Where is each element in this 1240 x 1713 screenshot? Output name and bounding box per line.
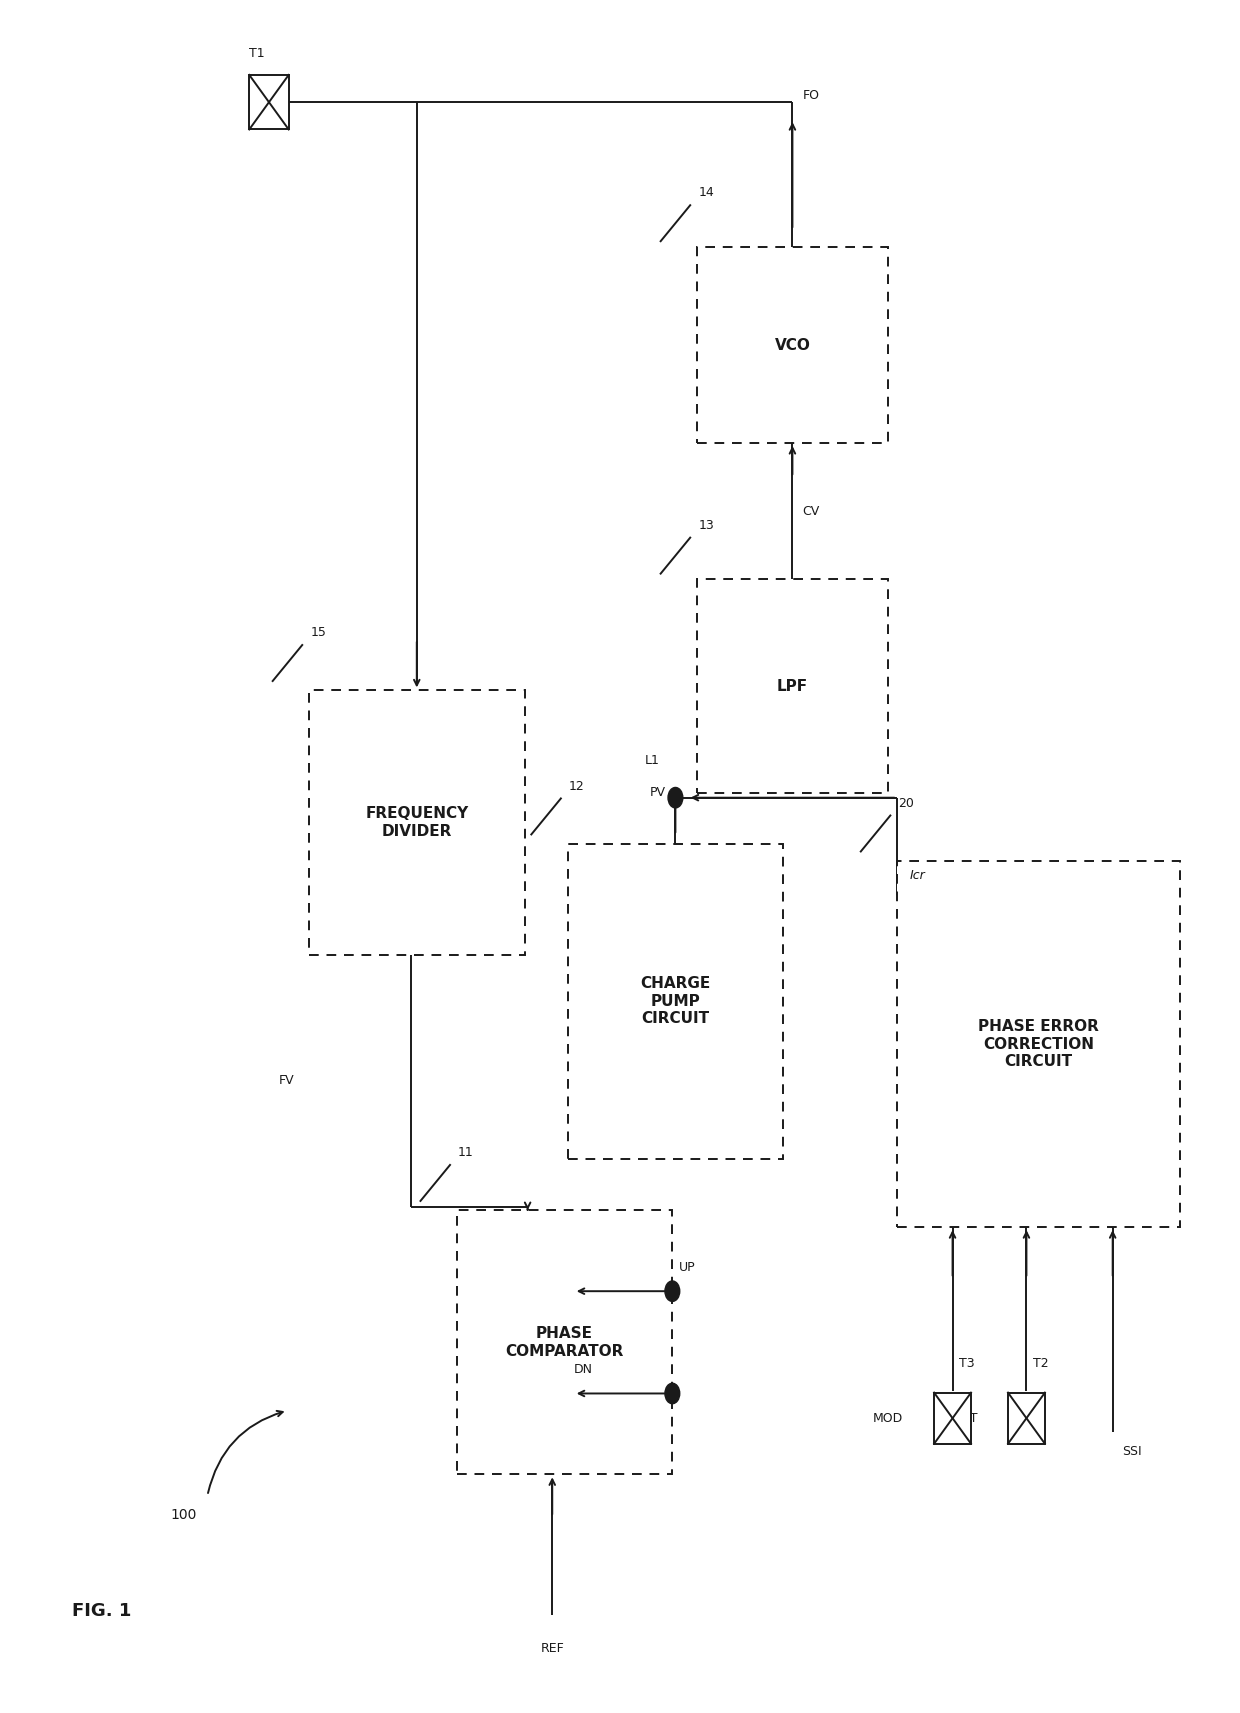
Text: T2: T2 xyxy=(1033,1357,1048,1370)
Circle shape xyxy=(665,1281,680,1302)
Text: PV: PV xyxy=(650,786,666,798)
Text: 11: 11 xyxy=(458,1146,474,1160)
Text: MOD: MOD xyxy=(873,1412,903,1425)
Text: DN: DN xyxy=(574,1364,593,1377)
FancyBboxPatch shape xyxy=(309,690,525,954)
FancyBboxPatch shape xyxy=(456,1209,672,1475)
Text: TST: TST xyxy=(954,1412,977,1425)
Text: T3: T3 xyxy=(959,1357,975,1370)
FancyBboxPatch shape xyxy=(897,860,1180,1227)
Text: 14: 14 xyxy=(698,187,714,199)
Text: 12: 12 xyxy=(569,779,584,793)
Bar xyxy=(249,75,289,130)
Bar xyxy=(1008,1393,1045,1444)
FancyBboxPatch shape xyxy=(568,845,784,1160)
FancyBboxPatch shape xyxy=(697,579,888,793)
Text: Icr: Icr xyxy=(909,868,925,882)
Text: 20: 20 xyxy=(898,797,914,810)
Circle shape xyxy=(665,1382,680,1403)
Text: 13: 13 xyxy=(698,519,714,531)
Text: UP: UP xyxy=(678,1261,696,1274)
Text: SSI: SSI xyxy=(1122,1446,1142,1458)
Text: L1: L1 xyxy=(645,754,660,767)
Text: T1: T1 xyxy=(249,46,264,60)
Text: CV: CV xyxy=(802,505,820,517)
Text: PHASE ERROR
CORRECTION
CIRCUIT: PHASE ERROR CORRECTION CIRCUIT xyxy=(978,1019,1099,1069)
Circle shape xyxy=(668,788,683,809)
Text: FIG. 1: FIG. 1 xyxy=(72,1602,131,1620)
Text: 15: 15 xyxy=(310,627,326,639)
Text: CHARGE
PUMP
CIRCUIT: CHARGE PUMP CIRCUIT xyxy=(640,976,711,1026)
Text: FREQUENCY
DIVIDER: FREQUENCY DIVIDER xyxy=(365,807,469,839)
Text: FO: FO xyxy=(802,89,820,103)
Text: LPF: LPF xyxy=(777,678,808,694)
Text: PHASE
COMPARATOR: PHASE COMPARATOR xyxy=(506,1326,624,1358)
Text: 100: 100 xyxy=(170,1507,197,1521)
Text: VCO: VCO xyxy=(775,337,811,353)
Text: FV: FV xyxy=(279,1074,294,1088)
FancyBboxPatch shape xyxy=(697,247,888,444)
Text: REF: REF xyxy=(541,1643,564,1655)
Bar xyxy=(934,1393,971,1444)
